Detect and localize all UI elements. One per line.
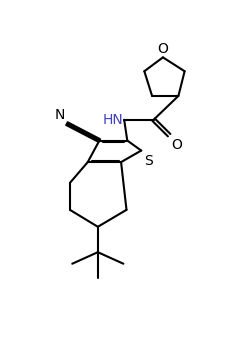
Text: HN: HN — [103, 113, 123, 127]
Text: S: S — [144, 154, 153, 168]
Text: N: N — [54, 108, 64, 122]
Text: O: O — [171, 138, 182, 152]
Text: O: O — [158, 42, 168, 56]
